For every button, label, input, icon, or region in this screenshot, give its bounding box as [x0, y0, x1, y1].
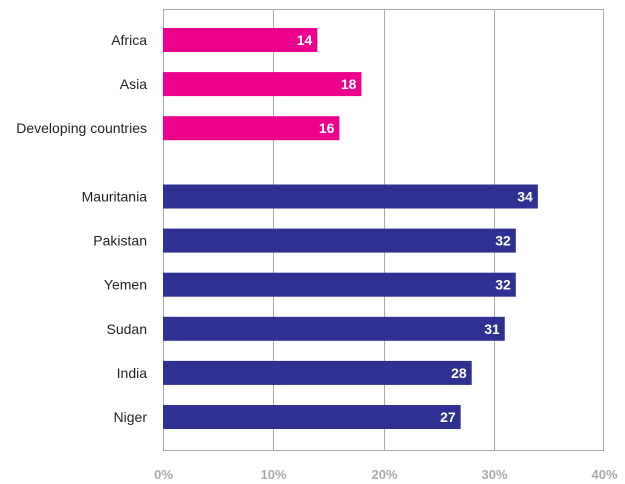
category-label: Africa	[111, 32, 147, 48]
value-label: 28	[451, 365, 467, 381]
bar-developing-countries	[163, 116, 340, 141]
value-label: 18	[341, 76, 357, 92]
bar-pakistan	[163, 228, 516, 253]
x-tick-label: 10%	[260, 467, 286, 482]
bar-india	[163, 360, 472, 385]
category-label: Mauritania	[82, 189, 148, 205]
bar-mauritania	[163, 184, 538, 209]
category-label: Asia	[120, 76, 147, 92]
category-labels: Africa Asia Developing countries Mauritania…	[16, 32, 147, 425]
bar-sudan	[163, 316, 505, 341]
bar-africa	[163, 28, 318, 52]
category-label: Pakistan	[93, 233, 147, 249]
category-label: India	[117, 365, 148, 381]
bar-asia	[163, 72, 362, 97]
x-axis-tick-labels: 0% 10% 20% 30% 40%	[154, 467, 618, 482]
bars	[163, 28, 538, 429]
value-label: 16	[319, 120, 335, 136]
category-label: Niger	[114, 409, 148, 425]
x-tick-label: 40%	[591, 467, 617, 482]
bar-yemen	[163, 272, 516, 297]
category-label: Yemen	[104, 277, 147, 293]
bar-niger	[163, 405, 461, 429]
x-tick-label: 0%	[154, 467, 173, 482]
value-label: 32	[495, 233, 511, 249]
value-label: 34	[517, 189, 533, 205]
category-label: Developing countries	[16, 120, 147, 136]
value-label: 14	[297, 32, 313, 48]
value-label: 27	[440, 409, 456, 425]
value-label: 32	[495, 277, 511, 293]
category-label: Sudan	[107, 321, 147, 337]
x-tick-label: 30%	[481, 467, 507, 482]
value-labels: 14 18 16 34 32 32 31 28 27	[297, 32, 533, 425]
value-label: 31	[484, 321, 500, 337]
x-tick-label: 20%	[371, 467, 397, 482]
